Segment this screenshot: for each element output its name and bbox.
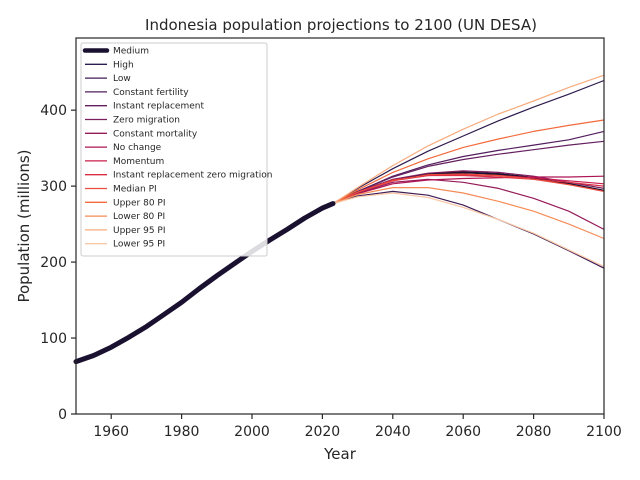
x-tick-label: 1960	[93, 424, 129, 440]
y-tick-label: 0	[58, 407, 67, 423]
legend-entry: Momentum	[113, 157, 164, 167]
legend-entry: Lower 95 PI	[113, 240, 165, 250]
x-tick-label: 1980	[164, 424, 200, 440]
series-line	[332, 119, 605, 205]
legend-entry: Instant replacement	[113, 102, 204, 112]
y-tick-label: 400	[40, 103, 67, 119]
x-tick-label: 2040	[375, 424, 411, 440]
y-axis-label: Population (millions)	[15, 149, 33, 302]
legend: Medium High Low Constant fertility Instant r…	[80, 42, 272, 257]
x-axis-label: Year	[323, 445, 357, 463]
x-tick-label: 2060	[445, 424, 481, 440]
series-lines	[73, 74, 605, 365]
axes: 1960 1980 2000 2020 2040 2060 2080 2100 0 100 200 3…	[40, 37, 622, 440]
legend-entry: Upper 95 PI	[113, 226, 166, 236]
x-tick-label: 2000	[234, 424, 270, 440]
x-tick-label: 2100	[586, 424, 622, 440]
series-line	[332, 178, 605, 230]
legend-entry: High	[113, 60, 134, 70]
series-line	[332, 175, 605, 205]
series-line	[332, 79, 605, 205]
legend-box	[80, 42, 268, 257]
chart-title: Indonesia population projections to 2100…	[145, 16, 537, 34]
y-tick-label: 300	[40, 179, 67, 195]
history-line	[73, 201, 336, 365]
legend-entry: Lower 80 PI	[113, 212, 165, 222]
series-line	[332, 190, 605, 269]
legend-entry: Zero migration	[113, 116, 180, 126]
legend-entry: Constant mortality	[113, 129, 198, 139]
legend-entry: Constant fertility	[113, 88, 189, 98]
plot-frame	[75, 37, 605, 415]
y-tick-label: 100	[40, 331, 67, 347]
series-line	[332, 74, 605, 205]
series-line	[332, 187, 605, 240]
legend-entry: Upper 80 PI	[113, 198, 166, 208]
y-tick-label: 200	[40, 255, 67, 271]
legend-entry: Instant replacement zero migration	[113, 171, 272, 181]
series-line	[332, 173, 605, 205]
legend-entry: Medium	[113, 47, 149, 57]
series-line	[332, 140, 605, 205]
legend-entry: Low	[113, 74, 131, 84]
legend-entry: Median PI	[113, 185, 157, 195]
x-tick-label: 2020	[305, 424, 341, 440]
x-tick-label: 2080	[516, 424, 552, 440]
legend-entry: No change	[113, 143, 162, 153]
series-line	[332, 192, 605, 268]
